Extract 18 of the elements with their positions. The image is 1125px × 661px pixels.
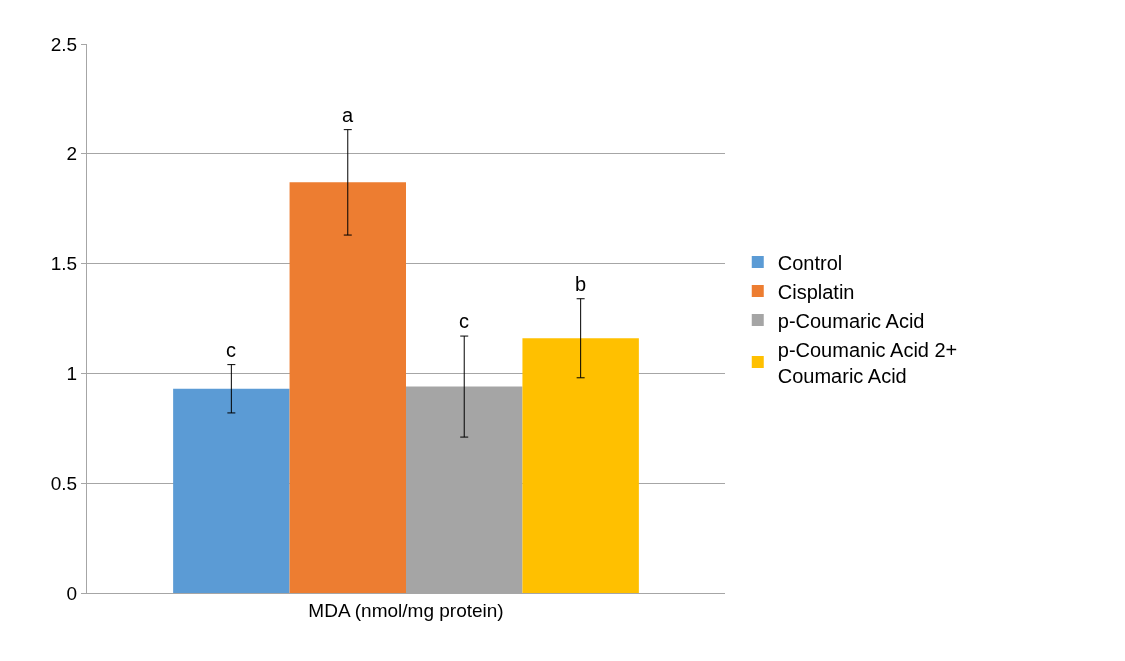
y-tick-label: 2.5 xyxy=(50,33,78,55)
x-tick-label: MDA (nmol/mg protein) xyxy=(308,599,504,621)
y-tick-label: 1.5 xyxy=(50,253,78,275)
bar xyxy=(173,388,290,593)
legend-label: p-Coumaric Acid xyxy=(777,309,925,332)
bar xyxy=(522,338,639,593)
legend-label: Control xyxy=(777,251,843,274)
annotation: c xyxy=(459,310,469,332)
y-tick-label: 0.5 xyxy=(50,472,78,494)
legend-label: Cisplatin xyxy=(777,280,855,303)
annotation: c xyxy=(226,339,236,361)
legend-label: p-Coumanic Acid 2+ Coumaric Acid xyxy=(777,338,958,387)
y-tick-label: 1 xyxy=(66,363,78,385)
y-tick-label: 0 xyxy=(66,582,78,604)
annotation: b xyxy=(575,273,587,295)
y-tick-label: 2 xyxy=(66,143,78,165)
bar xyxy=(289,182,406,593)
annotation: a xyxy=(342,104,354,126)
